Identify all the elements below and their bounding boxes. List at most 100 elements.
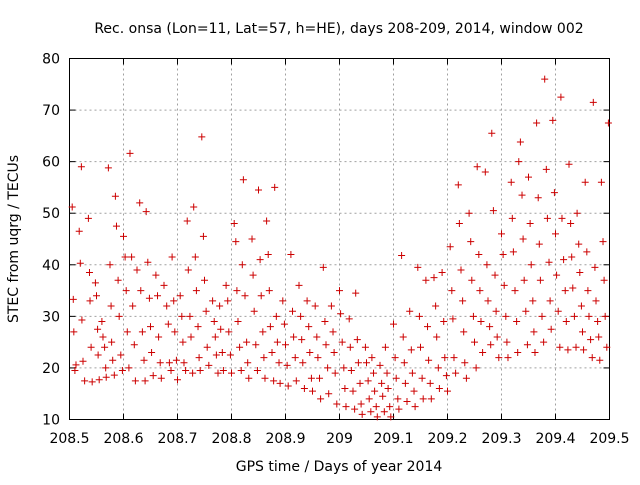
data-point [275,359,283,367]
data-point [395,405,403,413]
data-point [379,392,387,400]
data-point [483,261,491,269]
data-point [390,320,397,328]
data-point [434,364,442,372]
data-point [201,276,208,284]
data-point [367,408,375,416]
data-point [376,361,384,369]
data-point [284,382,292,390]
y-tick-label: 70 [42,103,60,119]
data-point [384,385,392,393]
data-point [601,312,609,320]
data-point [163,302,171,310]
data-point [130,341,138,349]
data-point [477,318,485,326]
data-point [351,405,359,413]
x-tick-label: 208.5 [49,431,89,447]
data-point [198,133,206,141]
data-point [93,292,100,300]
data-point [534,194,542,202]
data-point [354,359,362,367]
x-tick-label: 208.6 [103,431,143,447]
y-tick-label: 30 [42,309,60,325]
data-point [515,158,523,166]
data-point [471,338,478,346]
data-point [266,323,274,331]
data-point [157,374,165,382]
x-axis-title: GPS time / Days of year 2014 [236,459,443,475]
data-point [449,315,457,323]
data-point [558,214,566,222]
data-point [594,318,602,326]
data-point [356,379,364,387]
data-point [448,287,456,295]
y-tick-label: 60 [42,155,60,171]
data-point [291,354,299,362]
data-point [452,369,460,377]
data-point [192,287,200,295]
data-point [427,395,435,403]
data-point [160,281,168,289]
data-point [503,338,511,346]
data-point [481,168,489,176]
data-point [533,119,541,127]
data-point [321,318,329,326]
x-tick-label: 208.8 [211,431,251,447]
data-point [94,325,102,333]
data-point [581,178,589,186]
data-point [126,149,134,157]
data-point [249,271,257,279]
data-point [527,261,535,269]
data-point [165,359,173,367]
data-point [136,199,144,207]
y-tick-label: 80 [42,52,60,68]
data-point [174,376,181,384]
data-point [386,403,394,411]
data-point [462,374,470,382]
data-point [454,181,462,189]
data-point [570,312,578,320]
data-point [140,356,148,364]
data-point [95,376,103,384]
data-point [290,333,298,341]
x-tick-label: 208.9 [265,431,305,447]
data-point [218,348,226,356]
data-point [330,348,338,356]
data-point [298,336,306,344]
data-point [228,369,235,377]
data-point [305,323,313,331]
data-point [365,395,373,403]
data-point [575,240,583,248]
data-point [121,253,129,261]
data-point [432,302,440,310]
data-point [588,354,596,362]
data-point [79,357,87,365]
data-point [576,269,584,277]
data-point [196,367,204,375]
data-point [205,361,213,369]
data-point [546,297,554,305]
data-point [106,261,114,269]
data-point [69,295,77,303]
y-tick-label: 10 [42,413,60,429]
data-point [565,160,573,168]
data-point [307,374,315,382]
data-point [572,343,580,351]
data-point [557,93,565,101]
grid [69,58,610,420]
data-point [518,191,526,199]
data-point [567,220,575,228]
data-point [154,292,162,300]
data-point [341,385,349,393]
data-point [342,403,350,411]
data-point [500,281,508,289]
data-point [313,333,321,341]
data-point [580,346,588,354]
data-point [182,367,190,375]
data-point [499,250,507,258]
data-point [415,312,423,320]
data-point [87,343,95,351]
data-point [597,178,605,186]
data-point [238,261,246,269]
data-point [186,312,194,320]
